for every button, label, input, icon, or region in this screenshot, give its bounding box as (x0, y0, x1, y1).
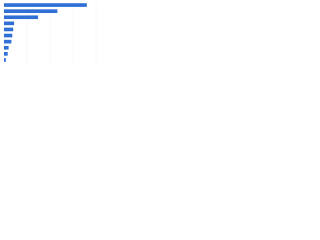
bar (4, 52, 8, 56)
page: {"chart_data": {"type": "hbar", "categor… (0, 0, 100, 71)
bar (4, 33, 13, 38)
bar (4, 15, 39, 20)
bar (4, 21, 15, 26)
bar (4, 45, 9, 50)
bar (4, 39, 12, 44)
bar (4, 9, 58, 13)
chart (3, 2, 97, 63)
bar (4, 58, 6, 62)
bar (4, 27, 14, 32)
bar (4, 3, 87, 7)
